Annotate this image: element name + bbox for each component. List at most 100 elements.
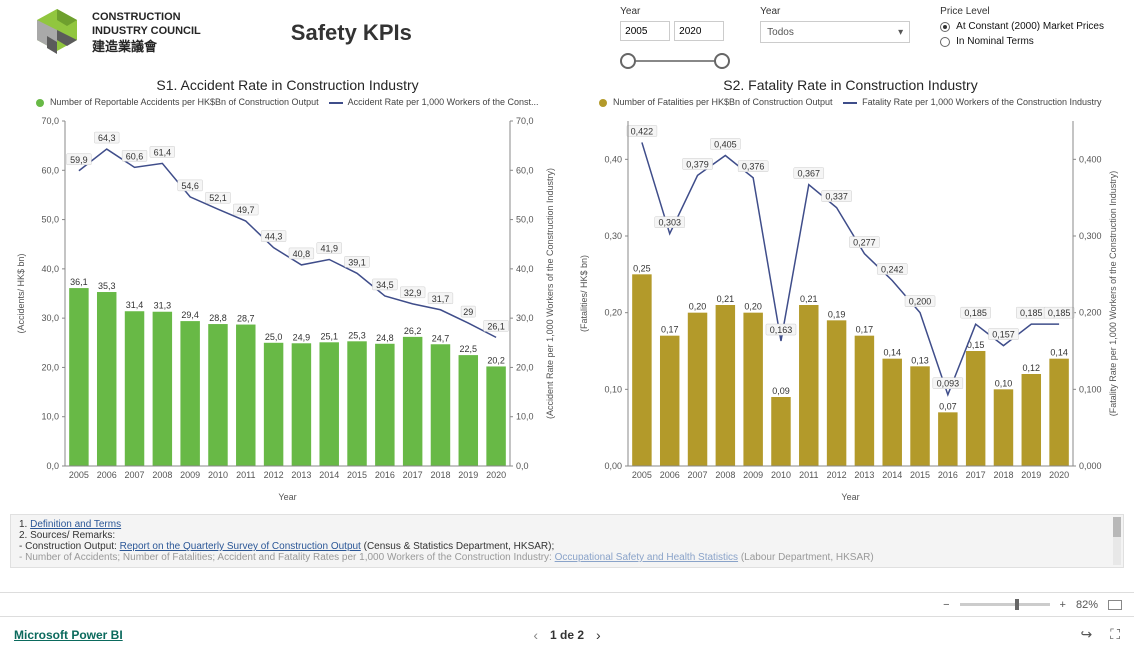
notes-panel[interactable]: 1. Definition and Terms 2. Sources/ Rema…: [10, 514, 1124, 568]
svg-text:2019: 2019: [1021, 470, 1041, 480]
svg-text:0,400: 0,400: [1079, 154, 1102, 164]
powerbi-link[interactable]: Microsoft Power BI: [14, 628, 123, 642]
svg-text:2020: 2020: [1049, 470, 1069, 480]
definition-link[interactable]: Definition and Terms: [30, 519, 121, 530]
svg-text:0,21: 0,21: [717, 294, 735, 304]
filter-year-dropdown: Year Todos ▾: [760, 6, 910, 73]
svg-text:0,0: 0,0: [516, 461, 529, 471]
year-dropdown-value: Todos: [767, 27, 794, 38]
svg-text:0,17: 0,17: [856, 325, 874, 335]
svg-text:24,8: 24,8: [376, 333, 394, 343]
chart-s1: S1. Accident Rate in Construction Indust…: [10, 77, 565, 506]
svg-text:0,200: 0,200: [909, 297, 932, 307]
svg-text:60,0: 60,0: [41, 165, 59, 175]
svg-text:0,376: 0,376: [742, 162, 765, 172]
svg-text:0,277: 0,277: [853, 238, 876, 248]
svg-text:0,379: 0,379: [686, 159, 709, 169]
svg-text:40,8: 40,8: [293, 249, 311, 259]
notes-scrollbar[interactable]: [1113, 517, 1121, 565]
price-opt2: In Nominal Terms: [956, 36, 1034, 47]
svg-text:0,422: 0,422: [631, 126, 654, 136]
filters: Year Year Todos ▾ Price Lev: [620, 6, 1104, 73]
prev-page-button[interactable]: ‹: [533, 627, 538, 643]
svg-text:0,185: 0,185: [964, 308, 987, 318]
svg-text:34,5: 34,5: [376, 280, 394, 290]
svg-text:2009: 2009: [180, 470, 200, 480]
svg-text:0,337: 0,337: [825, 192, 848, 202]
svg-text:31,3: 31,3: [154, 301, 172, 311]
filter-year-range: Year: [620, 6, 730, 73]
radio-icon: [940, 22, 950, 32]
year-to-input[interactable]: [674, 21, 724, 41]
svg-text:0,14: 0,14: [1050, 348, 1068, 358]
zoom-out-button[interactable]: −: [943, 599, 949, 611]
fullscreen-icon[interactable]: ⛶: [1110, 626, 1120, 643]
svg-text:50,0: 50,0: [41, 215, 59, 225]
svg-text:49,7: 49,7: [237, 205, 255, 215]
svg-text:60,6: 60,6: [126, 151, 144, 161]
svg-text:2012: 2012: [827, 470, 847, 480]
legend-bar-swatch-icon: [599, 99, 607, 107]
zoom-bar: − + 82%: [0, 592, 1134, 616]
price-radio-constant[interactable]: At Constant (2000) Market Prices: [940, 21, 1104, 32]
next-page-button[interactable]: ›: [596, 627, 601, 643]
svg-text:0,00: 0,00: [604, 461, 622, 471]
svg-text:2016: 2016: [938, 470, 958, 480]
svg-text:2008: 2008: [715, 470, 735, 480]
svg-text:2017: 2017: [966, 470, 986, 480]
svg-text:2018: 2018: [993, 470, 1013, 480]
svg-text:64,3: 64,3: [98, 133, 116, 143]
svg-text:0,20: 0,20: [744, 302, 762, 312]
chart2-svg[interactable]: 0,000,100,200,300,400,0000,1000,2000,300…: [573, 111, 1128, 506]
notes-line4: - Number of Accidents; Number of Fatalit…: [19, 552, 1115, 563]
svg-text:28,7: 28,7: [237, 314, 255, 324]
pager: ‹ 1 de 2 ›: [533, 627, 600, 643]
svg-text:2011: 2011: [799, 470, 818, 480]
chart1-legend-bar: Number of Reportable Accidents per HK$Bn…: [50, 97, 319, 107]
price-radio-nominal[interactable]: In Nominal Terms: [940, 36, 1104, 47]
zoom-in-button[interactable]: +: [1060, 599, 1066, 611]
year-from-input[interactable]: [620, 21, 670, 41]
fit-page-icon[interactable]: [1108, 600, 1122, 610]
logo-block: CONSTRUCTION INDUSTRY COUNCIL 建造業議會: [30, 6, 201, 60]
svg-text:0,21: 0,21: [800, 294, 818, 304]
chart2-legend: Number of Fatalities per HK$Bn of Constr…: [573, 97, 1128, 107]
svg-text:44,3: 44,3: [265, 232, 283, 242]
zoom-slider[interactable]: [960, 603, 1050, 606]
svg-text:0,200: 0,200: [1079, 308, 1102, 318]
org-line1: CONSTRUCTION: [92, 11, 201, 25]
chart2-legend-line: Fatality Rate per 1,000 Workers of the C…: [862, 97, 1101, 107]
year-range-slider[interactable]: [620, 49, 730, 73]
svg-text:0,093: 0,093: [937, 379, 960, 389]
svg-text:0,163: 0,163: [770, 325, 793, 335]
svg-text:20,0: 20,0: [41, 362, 59, 372]
year-dropdown[interactable]: Todos ▾: [760, 21, 910, 43]
svg-text:Year: Year: [841, 492, 859, 502]
svg-text:30,0: 30,0: [516, 313, 534, 323]
header: CONSTRUCTION INDUSTRY COUNCIL 建造業議會 Safe…: [10, 0, 1124, 73]
osh-stats-link[interactable]: Occupational Safety and Health Statistic…: [555, 552, 738, 563]
svg-text:2019: 2019: [458, 470, 478, 480]
svg-text:2009: 2009: [743, 470, 763, 480]
share-icon[interactable]: ↪: [1080, 626, 1092, 643]
svg-text:2006: 2006: [97, 470, 117, 480]
output-report-link[interactable]: Report on the Quarterly Survey of Constr…: [120, 541, 361, 552]
svg-text:Year: Year: [278, 492, 296, 502]
svg-text:50,0: 50,0: [516, 215, 534, 225]
svg-text:0,07: 0,07: [939, 401, 957, 411]
svg-text:2015: 2015: [347, 470, 367, 480]
svg-text:(Fatalities/ HK$ bn): (Fatalities/ HK$ bn): [579, 255, 589, 332]
chart1-legend-line: Accident Rate per 1,000 Workers of the C…: [348, 97, 539, 107]
svg-text:20,2: 20,2: [487, 355, 505, 365]
svg-text:2012: 2012: [264, 470, 284, 480]
svg-text:2017: 2017: [403, 470, 423, 480]
svg-text:39,1: 39,1: [348, 257, 366, 267]
chart1-svg[interactable]: 0,010,020,030,040,050,060,070,00,010,020…: [10, 111, 565, 506]
svg-text:40,0: 40,0: [516, 264, 534, 274]
filter-price-level: Price Level At Constant (2000) Market Pr…: [940, 6, 1104, 73]
svg-text:0,405: 0,405: [714, 140, 737, 150]
svg-text:0,25: 0,25: [633, 263, 651, 273]
notes-line3: - Construction Output: Report on the Qua…: [19, 541, 1115, 552]
svg-text:2020: 2020: [486, 470, 506, 480]
svg-text:0,157: 0,157: [992, 330, 1015, 340]
